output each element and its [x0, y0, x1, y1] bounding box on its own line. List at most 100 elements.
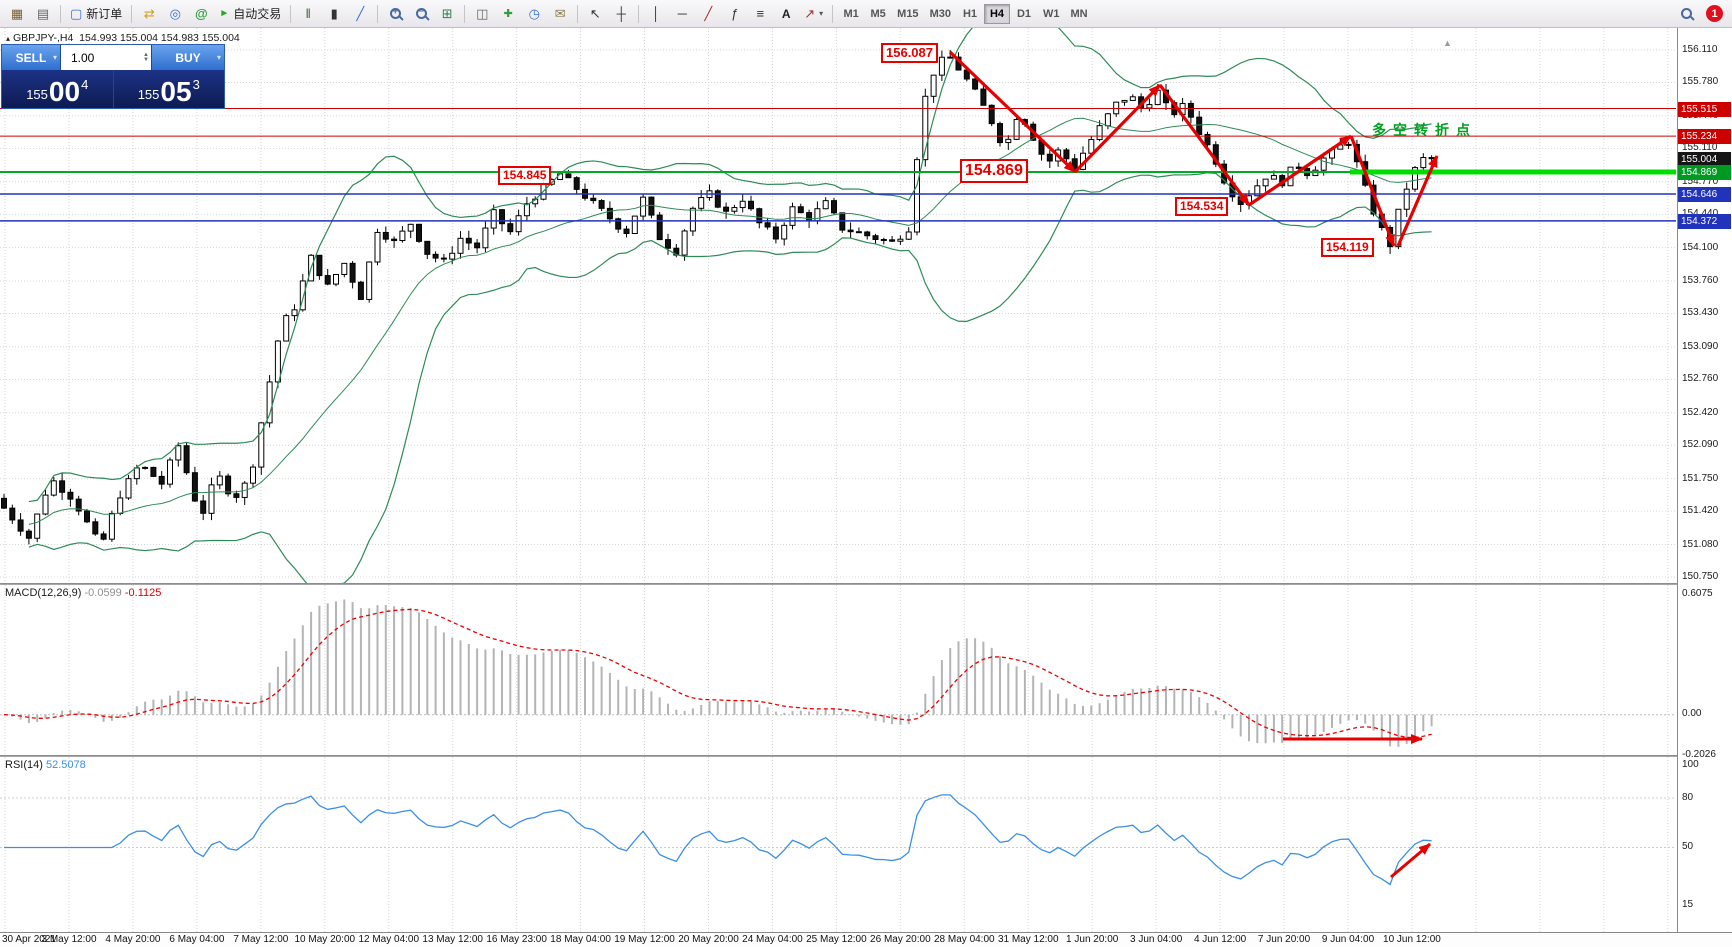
buy-label: BUY: [175, 50, 201, 65]
chevron-down-icon: ▾: [52, 53, 57, 62]
periods-button[interactable]: ◷: [522, 3, 546, 25]
timeframe-w1-button[interactable]: W1: [1042, 7, 1060, 20]
panel-separator[interactable]: [0, 583, 1732, 585]
buy-button[interactable]: BUY ▾: [152, 45, 224, 70]
line-chart-button[interactable]: ╱: [348, 3, 372, 25]
timeframe-m5-button[interactable]: M5: [870, 7, 886, 20]
buy-price-sup: 3: [192, 77, 200, 92]
grid-lines: [0, 28, 1676, 584]
market-watch-button[interactable]: ⇄: [137, 3, 161, 25]
trend-zigzag-arrows[interactable]: [948, 50, 1439, 247]
notification-badge[interactable]: 1: [1706, 5, 1723, 22]
price-axis-label: 152.420: [1682, 406, 1719, 418]
price-axis-label: 154.100: [1682, 241, 1719, 253]
vertical-line-button[interactable]: │: [644, 3, 668, 25]
quote-prices: 155 00 4 155 05 3: [2, 70, 224, 108]
rsi-annotation-arrow[interactable]: [1390, 842, 1431, 879]
timeframe-m15-button[interactable]: M15: [897, 7, 919, 20]
toolbar-right-group: 1: [1674, 3, 1727, 25]
timeframe-m30-button[interactable]: M30: [929, 7, 951, 20]
metaeditor-button[interactable]: @: [189, 3, 213, 25]
price-axis-label: 154.770: [1682, 175, 1719, 187]
auto-trading-button[interactable]: ► 自动交易: [215, 3, 285, 25]
fibonacci-button[interactable]: ƒ: [722, 3, 746, 25]
add-indicator-button[interactable]: ✚: [496, 3, 520, 25]
bar-chart-button[interactable]: ‖: [296, 3, 320, 25]
main-price-chart[interactable]: [0, 28, 1677, 584]
time-axis-label: 4 Jun 12:00: [1193, 934, 1247, 945]
time-axis-label: 10 Jun 12:00: [1383, 934, 1441, 945]
price-annotation[interactable]: 154.845: [498, 166, 552, 185]
new-chart-icon: ▦: [10, 5, 24, 21]
indicators-button[interactable]: ⊞: [435, 3, 459, 25]
text-tool-button[interactable]: A: [774, 3, 798, 25]
candlestick-chart-button[interactable]: ▮: [322, 3, 346, 25]
price-axis-label: 152.760: [1682, 373, 1719, 385]
price-annotation[interactable]: 154.869: [960, 159, 1028, 183]
price-axis-label: 155.110: [1682, 142, 1718, 154]
turning-point-label[interactable]: 多空转折点: [1372, 122, 1477, 138]
rsi-panel[interactable]: [0, 757, 1677, 932]
new-chart-button[interactable]: ▦: [5, 3, 29, 25]
plus-icon: ✚: [503, 8, 513, 20]
zoom-out-button[interactable]: −: [409, 3, 433, 25]
sell-price[interactable]: 155 00 4: [2, 70, 114, 108]
panel-separator[interactable]: [0, 755, 1732, 757]
arrows-tool-button[interactable]: ↗ ▾: [800, 3, 827, 25]
price-axis-label: 153.430: [1682, 307, 1719, 319]
cursor-button[interactable]: ↖: [583, 3, 607, 25]
trendline-button[interactable]: ╱: [696, 3, 720, 25]
timeframe-d1-button[interactable]: D1: [1016, 7, 1031, 20]
price-tag: 154.646: [1678, 186, 1731, 202]
volume-input[interactable]: 1.00 ▲ ▼: [60, 45, 152, 70]
macd-signal-line: [3, 608, 1432, 739]
vertical-line-icon: │: [652, 6, 661, 21]
price-axis-label: 153.090: [1682, 340, 1719, 352]
search-icon: [1680, 8, 1692, 19]
toolbar-separator: [290, 4, 292, 23]
bar-chart-icon: ‖: [305, 6, 311, 21]
price-tag: 154.372: [1678, 213, 1731, 229]
new-order-button[interactable]: ▢ 新订单: [66, 3, 126, 25]
time-axis-label: 28 May 04:00: [933, 934, 995, 945]
templates-button[interactable]: ✉: [548, 3, 572, 25]
horizontal-line-button[interactable]: ─: [670, 3, 694, 25]
rsi-axis-label: 15: [1682, 899, 1694, 910]
volume-stepper[interactable]: ▲ ▼: [143, 51, 149, 63]
search-button[interactable]: [1674, 3, 1698, 25]
sell-price-sup: 4: [81, 77, 89, 92]
navigator-button[interactable]: ◎: [163, 3, 187, 25]
sell-button[interactable]: SELL ▾: [2, 45, 60, 70]
line-chart-icon: ╱: [356, 5, 365, 21]
candles-layer[interactable]: [1, 49, 1435, 545]
trendline-icon: ╱: [704, 5, 713, 21]
zoom-out-icon: −: [415, 6, 427, 19]
horizontal-level-lines[interactable]: [0, 108, 1676, 222]
zoom-in-button[interactable]: +: [383, 3, 407, 25]
crosshair-button[interactable]: ┼: [609, 3, 633, 25]
timeframe-mn-button[interactable]: MN: [1070, 7, 1088, 20]
macd-histogram: [11, 599, 1433, 747]
timeframe-h4-button[interactable]: H4: [983, 3, 1010, 24]
time-axis-label: 26 May 20:00: [870, 934, 931, 945]
profiles-button[interactable]: ▤: [31, 3, 55, 25]
arrows-icon: ↗: [804, 5, 816, 21]
rsi-label: RSI(14) 52.5078: [5, 759, 86, 771]
buy-price[interactable]: 155 05 3: [114, 70, 225, 108]
time-axis-label: 20 May 20:00: [678, 934, 739, 945]
channels-button[interactable]: ≡: [748, 3, 772, 25]
time-axis-label: 3 May 12:00: [41, 934, 97, 945]
price-annotation[interactable]: 156.087: [881, 43, 938, 64]
timeframe-m1-button[interactable]: M1: [843, 7, 859, 20]
envelope-icon: ✉: [554, 5, 566, 21]
time-axis-label: 7 May 12:00: [233, 934, 289, 945]
price-annotation[interactable]: 154.119: [1321, 238, 1374, 257]
tile-windows-button[interactable]: ◫: [470, 3, 494, 25]
price-axis-label: 153.760: [1682, 275, 1719, 287]
time-axis-label: 1 Jun 20:00: [1066, 934, 1119, 945]
time-axis-label: 31 May 12:00: [997, 934, 1059, 945]
scroll-to-end-marker[interactable]: ▲: [1443, 38, 1452, 48]
timeframe-h1-button[interactable]: H1: [962, 7, 977, 20]
macd-panel[interactable]: [0, 585, 1677, 756]
price-annotation[interactable]: 154.534: [1175, 197, 1229, 216]
